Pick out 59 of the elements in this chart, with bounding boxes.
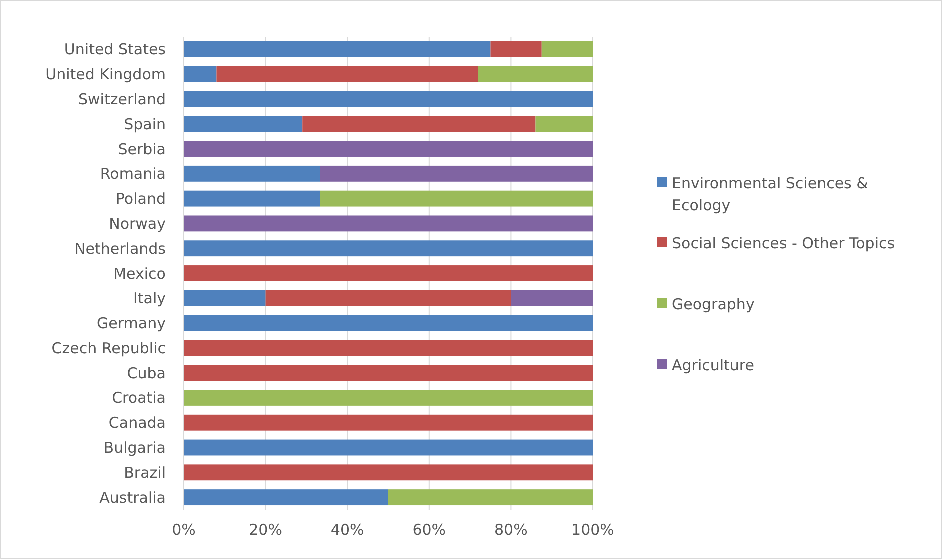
bar [184,440,593,456]
legend-label: Geography [672,295,755,314]
x-tick-label: 60% [412,521,446,539]
y-tick-label: Croatia [112,389,166,408]
bar [478,66,593,82]
y-tick-label: Canada [108,414,166,432]
bar [542,41,593,58]
bar [184,365,593,382]
x-tick-label: 40% [330,521,364,539]
y-tick-label: Germany [97,314,166,333]
bar [184,390,593,406]
y-tick-label: Mexico [114,264,166,283]
bar [266,290,512,306]
bar [184,116,303,132]
bar [184,490,388,506]
bar [216,66,478,82]
legend-label: Social Sciences - Other Topics [672,234,896,252]
y-tick-label: Czech Republic [52,339,166,358]
y-tick-label: Italy [133,290,166,308]
x-tick-label: 80% [494,521,528,539]
y-tick-label: Poland [116,190,166,208]
bar [511,290,593,306]
y-tick-label: Spain [124,115,166,134]
y-tick-label: United States [64,40,166,59]
y-tick-label: Brazil [124,464,166,482]
y-tick-label: United Kingdom [46,66,166,84]
bar [184,290,266,306]
bar [490,41,542,58]
bar [184,41,491,58]
bar [184,166,320,182]
bar [184,240,593,257]
y-tick-label: Romania [100,165,166,184]
x-tick-label: 100% [572,521,614,539]
bar [184,216,593,232]
legend-label: Agriculture [672,356,754,374]
bar [184,315,593,332]
y-tick-label: Norway [109,214,166,233]
y-tick-label: Serbia [118,140,166,158]
y-tick-label: Netherlands [74,240,166,258]
bar [302,116,536,132]
bar [536,116,593,132]
bar [320,190,593,207]
bar [184,141,593,157]
bar [388,490,593,506]
y-tick-label: Switzerland [78,90,166,108]
bar [184,266,593,282]
bar [184,464,593,481]
bar [184,66,217,82]
bar [184,414,593,431]
bar [320,166,593,182]
y-tick-label: Bulgaria [104,439,166,458]
y-tick-label: Australia [100,488,166,507]
x-tick-label: 20% [249,521,282,539]
bar [184,190,320,207]
bar [184,340,593,356]
bar [184,91,593,108]
x-tick-label: 0% [172,521,196,539]
y-tick-label: Cuba [127,364,166,382]
legend-label: Environmental Sciences & Ecology [672,174,869,214]
